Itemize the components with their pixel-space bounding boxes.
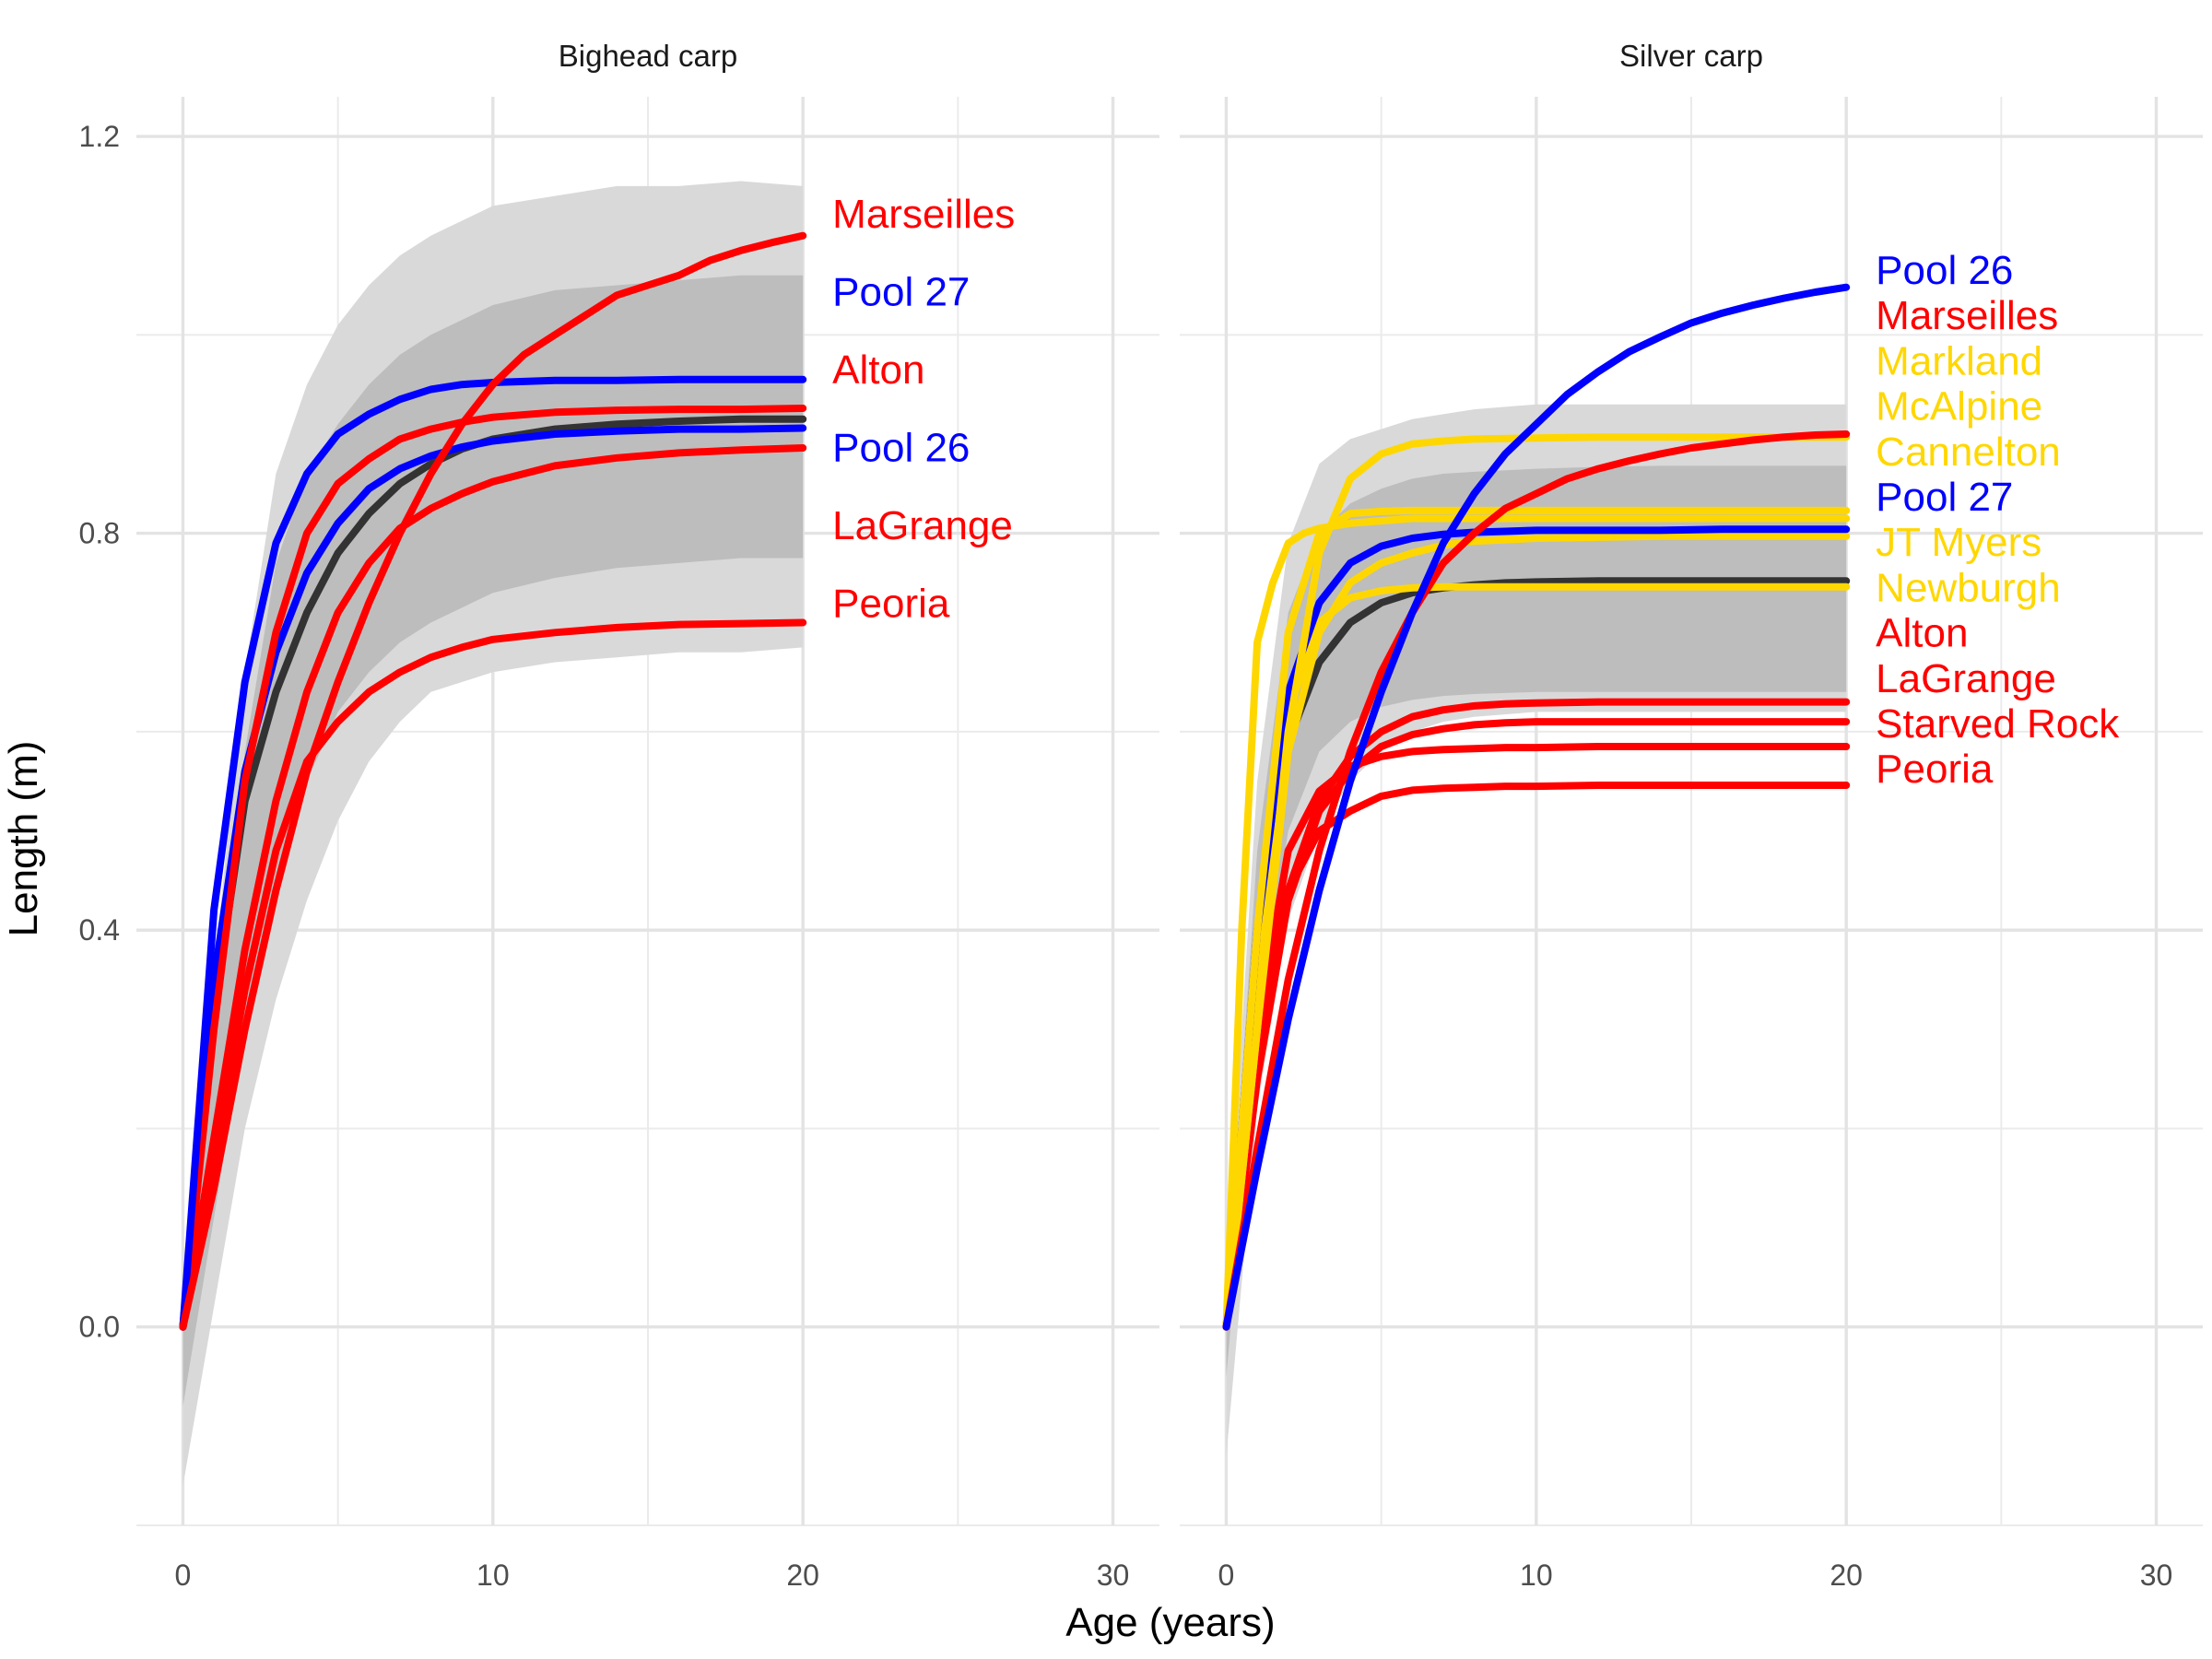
series-label-jt-myers: JT Myers: [1876, 520, 2041, 565]
series-line-starved-rock: [1222, 743, 1851, 1331]
x-tick-label: 10: [1520, 1559, 1553, 1592]
y-tick-label: 1.2: [79, 120, 120, 153]
series-label-mcalpine: McAlpine: [1876, 384, 2042, 429]
series-label-pool-26: Pool 26: [832, 426, 970, 471]
x-tick-label: 0: [1218, 1559, 1235, 1592]
series-label-markland: Markland: [1876, 338, 2042, 383]
series-label-peoria: Peoria: [832, 582, 950, 627]
x-tick-label: 30: [1097, 1559, 1130, 1592]
series-label-alton: Alton: [832, 347, 924, 393]
series-label-alton: Alton: [1876, 611, 1968, 656]
series-line-pool-27: [179, 375, 807, 1331]
series-line-pool-26: [1222, 283, 1851, 1331]
series-line-cannelton: [1222, 506, 1851, 1331]
y-axis-title: Length (m): [1, 741, 46, 937]
series-label-pool-27: Pool 27: [832, 270, 970, 315]
series-label-pool-26: Pool 26: [1876, 248, 2013, 293]
series-line-marseilles: [1222, 430, 1851, 1331]
series-line-mcalpine: [1222, 514, 1851, 1331]
series-label-pool-27: Pool 27: [1876, 475, 2013, 520]
series-label-cannelton: Cannelton: [1876, 429, 2061, 475]
series-line-markland: [1222, 433, 1851, 1331]
x-tick-label: 30: [2140, 1559, 2173, 1592]
series-label-lagrange: LaGrange: [832, 503, 1013, 548]
x-tick-label: 0: [175, 1559, 192, 1592]
series-line-alton: [1222, 698, 1851, 1331]
series-label-marseilles: Marseilles: [1876, 293, 2058, 338]
mean-line: [179, 415, 807, 1331]
series-label-newburgh: Newburgh: [1876, 565, 2061, 610]
x-tick-label: 10: [477, 1559, 510, 1592]
x-axis-title: Age (years): [1065, 1600, 1275, 1645]
series-line-peoria: [179, 618, 807, 1331]
series-label-starved-rock: Starved Rock: [1876, 701, 2120, 747]
y-tick-label: 0.0: [79, 1311, 120, 1344]
y-tick-label: 0.4: [79, 913, 120, 947]
series-label-marseilles: Marseilles: [832, 192, 1015, 237]
series-line-marseilles: [179, 231, 807, 1331]
series-label-peoria: Peoria: [1876, 747, 1994, 792]
series-line-lagrange: [179, 444, 807, 1331]
panel-title: Silver carp: [1619, 39, 1763, 73]
x-tick-label: 20: [786, 1559, 819, 1592]
panel-title: Bighead carp: [559, 39, 737, 73]
series-line-alton: [179, 405, 807, 1331]
panel-bighead-carp: Marseilles Pool 27 Alton Pool 26 LaGrange Peo…: [79, 39, 1159, 1592]
y-tick-label: 0.8: [79, 517, 120, 550]
series-label-lagrange: LaGrange: [1876, 656, 2056, 701]
x-tick-label: 20: [1830, 1559, 1863, 1592]
panel-silver-carp: Pool 26MarseillesMarklandMcAlpineCannelt…: [1180, 39, 2203, 1592]
